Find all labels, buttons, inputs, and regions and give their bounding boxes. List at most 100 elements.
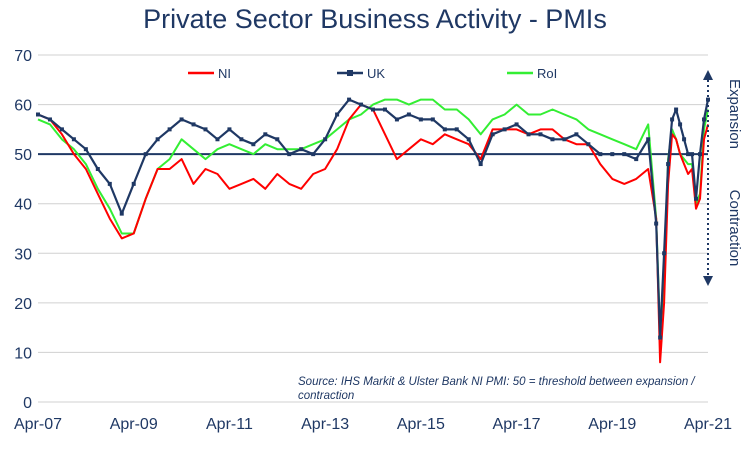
series-line-uk: [37, 98, 710, 339]
series-marker-uk: [538, 132, 543, 137]
series-marker-uk: [191, 122, 196, 127]
series-marker-uk: [706, 97, 710, 102]
series-marker-uk: [694, 196, 699, 201]
series-marker-uk: [502, 127, 507, 132]
series-marker-uk: [654, 221, 659, 226]
series-marker-uk: [526, 132, 531, 137]
series-marker-uk: [658, 335, 663, 340]
y-tick-label: 70: [14, 48, 32, 65]
series-marker-uk: [442, 127, 447, 132]
x-axis-ticks: Apr-07 Apr-09 Apr-11 Apr-13 Apr-15 Apr-17 Apr-…: [14, 416, 732, 433]
series-marker-uk: [690, 152, 695, 157]
series-marker-uk: [686, 152, 691, 157]
series-marker-uk: [562, 137, 567, 142]
series-marker-uk: [59, 127, 64, 132]
series-line-roi: [37, 98, 709, 334]
y-tick-label: 20: [14, 296, 32, 313]
series-marker-uk: [143, 152, 148, 157]
series-marker-uk: [490, 132, 495, 137]
y-tick-label: 30: [14, 246, 32, 263]
series-marker-uk: [239, 137, 244, 142]
series-marker-uk: [698, 152, 703, 157]
series-marker-uk: [382, 107, 387, 112]
series-marker-uk: [179, 117, 184, 122]
series-marker-uk: [311, 152, 316, 157]
series-marker-uk: [670, 117, 675, 122]
series-marker-uk: [131, 181, 136, 186]
series-marker-uk: [674, 107, 679, 112]
expansion-label: Expansion: [726, 79, 743, 149]
contraction-arrowhead-icon: [703, 276, 713, 286]
series-marker-uk: [47, 117, 52, 122]
gridlines: [38, 54, 708, 403]
y-tick-label: 10: [14, 345, 32, 362]
series-marker-uk: [371, 107, 375, 112]
series-marker-uk: [646, 137, 651, 142]
series-marker-uk: [71, 137, 76, 142]
series-marker-uk: [251, 142, 256, 147]
legend-label-ni: NI: [218, 66, 231, 81]
series-marker-uk: [227, 127, 232, 132]
x-tick-label: Apr-17: [493, 416, 541, 433]
series-marker-uk: [347, 97, 352, 102]
series-marker-uk: [287, 152, 292, 157]
legend-marker-uk: [347, 70, 353, 76]
series-marker-uk: [662, 251, 667, 256]
contraction-label: Contraction: [726, 190, 743, 267]
series-marker-uk: [83, 147, 88, 152]
series-marker-uk: [95, 167, 100, 172]
series-marker-uk: [203, 127, 208, 132]
series-marker-uk: [299, 147, 304, 152]
series-marker-uk: [263, 132, 268, 137]
series-line-ni: [37, 103, 709, 364]
series-marker-uk: [454, 127, 459, 132]
series-marker-uk: [514, 122, 519, 127]
series-marker-uk: [622, 152, 627, 157]
series-marker-uk: [678, 122, 683, 127]
series-marker-uk: [275, 137, 280, 142]
legend: NI UK RoI: [188, 66, 557, 81]
y-tick-label: 0: [23, 395, 32, 412]
series-marker-uk: [478, 162, 483, 167]
series-lines: [36, 97, 710, 364]
series-marker-uk: [598, 152, 603, 157]
series-marker-uk: [215, 137, 220, 142]
series-marker-uk: [335, 112, 340, 117]
expansion-contraction-indicator: Expansion Contraction: [703, 70, 743, 286]
series-marker-uk: [394, 117, 399, 122]
legend-label-uk: UK: [367, 66, 385, 81]
series-marker-uk: [550, 137, 555, 142]
series-marker-uk: [682, 137, 687, 142]
series-marker-uk: [323, 137, 328, 142]
series-marker-uk: [586, 142, 591, 147]
series-marker-uk: [167, 127, 172, 132]
series-marker-uk: [574, 132, 579, 137]
x-tick-label: Apr-11: [206, 416, 253, 433]
series-marker-uk: [466, 137, 471, 142]
x-tick-label: Apr-09: [110, 416, 158, 433]
y-tick-label: 60: [14, 98, 32, 115]
series-marker-uk: [406, 112, 411, 117]
series-marker-uk: [702, 117, 707, 122]
series-marker-uk: [418, 117, 423, 122]
expansion-arrowhead-icon: [703, 70, 713, 80]
series-marker-uk: [634, 157, 639, 162]
series-marker-uk: [155, 137, 160, 142]
series-marker-uk: [610, 152, 615, 157]
y-tick-label: 50: [14, 147, 32, 164]
x-tick-label: Apr-07: [14, 416, 62, 433]
series-marker-uk: [666, 162, 671, 167]
x-tick-label: Apr-21: [684, 416, 732, 433]
x-tick-label: Apr-19: [588, 416, 636, 433]
series-marker-uk: [430, 117, 435, 122]
y-axis-ticks: 0 10 20 30 40 50 60 70: [14, 48, 32, 412]
y-tick-label: 40: [14, 197, 32, 214]
legend-label-roi: RoI: [537, 66, 557, 81]
series-marker-uk: [359, 102, 364, 107]
series-marker-uk: [107, 181, 112, 186]
x-tick-label: Apr-15: [397, 416, 445, 433]
x-tick-label: Apr-13: [301, 416, 349, 433]
series-marker-uk: [119, 211, 124, 216]
source-note: Source: IHS Markit & Ulster Bank NI PMI:…: [298, 376, 695, 402]
